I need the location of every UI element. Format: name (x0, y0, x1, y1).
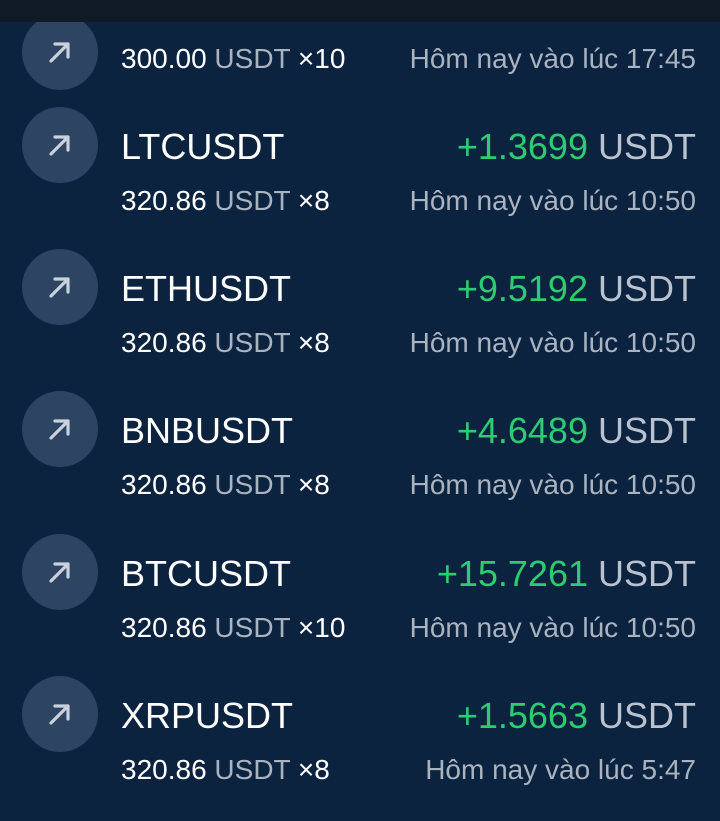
trade-amount: 320.86 (121, 754, 207, 785)
trade-time: Hôm nay vào lúc 10:50 (409, 327, 696, 358)
trade-row[interactable]: ETHUSDT +9.5192 USDT 320.86 USDT ×8 Hôm … (0, 249, 720, 394)
trade-amount-unit: USDT (214, 327, 291, 358)
arrow-up-right-icon (22, 676, 98, 752)
trade-leverage: ×10 (297, 43, 346, 74)
trade-pnl-unit: USDT (598, 126, 696, 167)
trade-subline: 320.86 USDT ×8 (121, 471, 330, 499)
trade-amount: 320.86 (121, 185, 207, 216)
top-header-bar (0, 0, 720, 22)
trade-pnl-value: +9.5192 (456, 268, 588, 309)
trade-pnl-value: +15.7261 (436, 553, 588, 594)
arrow-up-right-icon (22, 534, 98, 610)
arrow-up-right-icon (22, 249, 98, 325)
trade-amount-unit: USDT (214, 185, 291, 216)
trade-amount-unit: USDT (214, 754, 291, 785)
trade-symbol: BNBUSDT (121, 410, 294, 451)
trade-amount: 300.00 (121, 43, 207, 74)
trade-leverage: ×8 (297, 185, 330, 216)
trade-pnl: +1.3699 USDT (457, 129, 696, 165)
trade-subline: 320.86 USDT ×8 (121, 329, 330, 357)
trade-row[interactable]: BTCUSDT +15.7261 USDT 320.86 USDT ×10 Hô… (0, 534, 720, 679)
trade-symbol: LTCUSDT (121, 126, 285, 167)
trade-leverage: ×8 (297, 327, 330, 358)
trade-row[interactable]: LTCUSDT +1.3699 USDT 320.86 USDT ×8 Hôm … (0, 107, 720, 252)
trade-time: Hôm nay vào lúc 10:50 (409, 185, 696, 216)
trade-pnl: +9.5192 USDT (457, 271, 696, 307)
trade-subline: 300.00 USDT ×10 (121, 45, 345, 73)
trade-amount: 320.86 (121, 612, 207, 643)
trade-amount-unit: USDT (214, 612, 291, 643)
trade-pnl-unit: USDT (598, 410, 696, 451)
trade-amount-unit: USDT (214, 469, 291, 500)
trade-pnl: +1.5663 USDT (457, 698, 696, 734)
trade-pnl-value: +1.5663 (456, 695, 588, 736)
trade-time: Hôm nay vào lúc 10:50 (409, 469, 696, 500)
trade-time: Hôm nay vào lúc 5:47 (425, 754, 696, 785)
trade-symbol: XRPUSDT (121, 695, 294, 736)
trade-pnl-unit: USDT (598, 695, 696, 736)
arrow-up-right-icon (22, 391, 98, 467)
trade-subline: 320.86 USDT ×8 (121, 187, 330, 215)
arrow-up-right-icon (22, 14, 98, 90)
trade-symbol: ETHUSDT (121, 268, 291, 309)
trade-row-partial[interactable]: 300.00 USDT ×10 Hôm nay vào lúc 17:45 (0, 0, 720, 90)
trade-pnl-unit: USDT (598, 268, 696, 309)
trade-time: Hôm nay vào lúc 17:45 (409, 43, 696, 74)
trade-leverage: ×10 (297, 612, 346, 643)
trade-subline: 320.86 USDT ×10 (121, 614, 345, 642)
trade-row[interactable]: BNBUSDT +4.6489 USDT 320.86 USDT ×8 Hôm … (0, 391, 720, 536)
trade-pnl: +15.7261 USDT (437, 556, 696, 592)
trade-symbol: BTCUSDT (121, 553, 291, 594)
trade-amount: 320.86 (121, 327, 207, 358)
trade-pnl-value: +1.3699 (456, 126, 588, 167)
trade-pnl-unit: USDT (598, 553, 696, 594)
trade-time: Hôm nay vào lúc 10:50 (409, 612, 696, 643)
arrow-up-right-icon (22, 107, 98, 183)
trade-row[interactable]: XRPUSDT +1.5663 USDT 320.86 USDT ×8 Hôm … (0, 676, 720, 821)
trade-leverage: ×8 (297, 754, 330, 785)
trade-pnl-value: +4.6489 (456, 410, 588, 451)
trade-leverage: ×8 (297, 469, 330, 500)
trade-amount: 320.86 (121, 469, 207, 500)
trade-pnl: +4.6489 USDT (457, 413, 696, 449)
trade-subline: 320.86 USDT ×8 (121, 756, 330, 784)
trade-amount-unit: USDT (214, 43, 291, 74)
